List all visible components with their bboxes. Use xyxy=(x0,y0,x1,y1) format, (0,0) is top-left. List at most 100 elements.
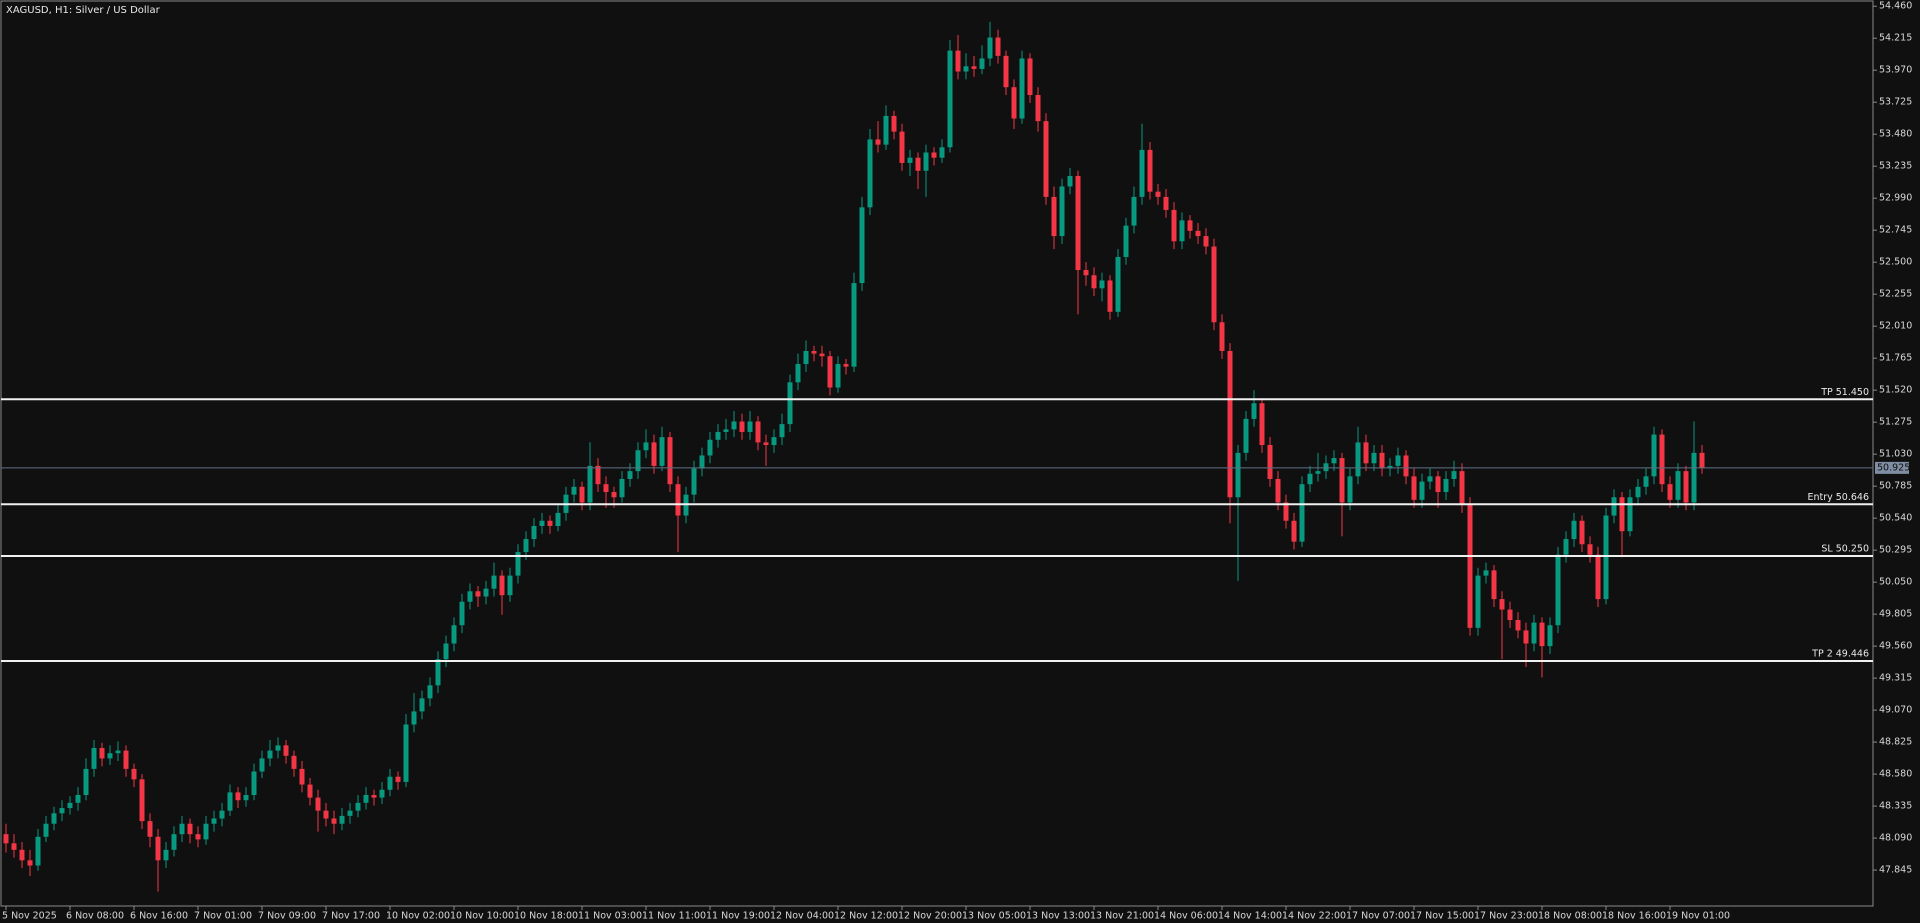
candle-body xyxy=(1027,58,1033,96)
candle-body xyxy=(99,747,105,759)
y-tick-label: 54.215 xyxy=(1879,33,1912,44)
candle-body xyxy=(59,808,65,814)
x-tick-label: 10 Nov 02:00 xyxy=(386,911,450,922)
candle-body xyxy=(467,591,473,602)
candle-body xyxy=(171,834,177,850)
x-tick-label: 18 Nov 08:00 xyxy=(1538,911,1602,922)
x-tick-label: 5 Nov 2025 xyxy=(2,911,57,922)
y-tick-label: 48.580 xyxy=(1879,769,1912,780)
last-price-box xyxy=(1875,461,1909,474)
candle-body xyxy=(659,437,665,466)
x-tick-label: 6 Nov 08:00 xyxy=(66,911,124,922)
candle-body xyxy=(691,468,697,495)
candle-body xyxy=(115,750,121,754)
candle-body xyxy=(227,792,233,811)
candle-body xyxy=(867,139,873,208)
candle-body xyxy=(1387,465,1393,469)
x-tick-label: 7 Nov 01:00 xyxy=(194,911,252,922)
candle-body xyxy=(75,794,81,803)
candle-body xyxy=(1419,481,1425,500)
y-tick-label: 51.030 xyxy=(1879,449,1912,460)
candle-body xyxy=(667,437,673,485)
x-tick-label: 14 Nov 22:00 xyxy=(1282,911,1346,922)
candle-body xyxy=(1179,220,1185,242)
candle-body xyxy=(35,836,41,866)
candle-body xyxy=(323,810,329,819)
candle-body xyxy=(1331,458,1337,464)
candle-body xyxy=(1595,554,1601,600)
candle-body xyxy=(891,115,897,132)
candle-body xyxy=(675,484,681,516)
candle-body xyxy=(787,382,793,425)
candle-body xyxy=(827,356,833,388)
candle-body xyxy=(1531,622,1537,644)
chart-title: XAGUSD, H1: Silver / US Dollar xyxy=(6,5,161,16)
x-tick-label: 19 Nov 01:00 xyxy=(1666,911,1730,922)
candle-body xyxy=(51,813,57,824)
candle-body xyxy=(595,465,601,485)
candle-body xyxy=(907,157,913,163)
candle-body xyxy=(355,802,361,811)
y-tick-label: 53.235 xyxy=(1879,161,1912,172)
candle-body xyxy=(1611,497,1617,516)
x-tick-label: 12 Nov 12:00 xyxy=(834,911,898,922)
candle-body xyxy=(315,797,321,811)
candle-body xyxy=(331,818,337,824)
candle-body xyxy=(1211,246,1217,323)
candle-body xyxy=(1667,484,1673,500)
candle-body xyxy=(875,139,881,145)
candle-body xyxy=(1283,502,1289,521)
candle-body xyxy=(1163,196,1169,210)
candle-body xyxy=(771,437,777,446)
candle-body xyxy=(1203,236,1209,247)
candle-body xyxy=(1003,55,1009,88)
level-label: TP 51.450 xyxy=(1820,387,1869,398)
candle-body xyxy=(1171,209,1177,242)
candle-body xyxy=(1243,418,1249,453)
candle-body xyxy=(1483,570,1489,576)
candle-body xyxy=(1635,486,1641,498)
y-tick-label: 51.520 xyxy=(1879,385,1912,396)
candle-body xyxy=(1563,539,1569,555)
candle-body xyxy=(499,575,505,596)
candle-body xyxy=(43,823,49,837)
y-tick-label: 49.070 xyxy=(1879,705,1912,716)
candle-body xyxy=(1467,505,1473,628)
candle-body xyxy=(835,364,841,388)
candle-body xyxy=(1371,452,1377,464)
candle-body xyxy=(811,350,817,354)
y-tick-label: 50.050 xyxy=(1879,577,1912,588)
candle-body xyxy=(1083,270,1089,276)
candle-body xyxy=(363,794,369,803)
candle-body xyxy=(339,815,345,824)
candle-body xyxy=(635,450,641,472)
candle-body xyxy=(1355,442,1361,477)
candle-body xyxy=(411,711,417,725)
x-tick-label: 17 Nov 23:00 xyxy=(1474,911,1538,922)
candle-body xyxy=(1547,625,1553,647)
candle-body xyxy=(1099,280,1105,289)
candle-body xyxy=(1515,620,1521,631)
candle-body xyxy=(11,843,17,850)
candle-body xyxy=(235,792,241,801)
candle-body xyxy=(1035,95,1041,122)
y-tick-label: 52.010 xyxy=(1879,321,1912,332)
candle-body xyxy=(1267,445,1273,479)
candle-body xyxy=(179,823,185,835)
x-tick-label: 17 Nov 15:00 xyxy=(1410,911,1474,922)
y-tick-label: 51.765 xyxy=(1879,353,1912,364)
x-tick-label: 14 Nov 06:00 xyxy=(1154,911,1218,922)
y-tick-label: 54.460 xyxy=(1879,1,1912,12)
candle-body xyxy=(819,353,825,357)
candle-body xyxy=(1555,554,1561,626)
x-tick-label: 12 Nov 04:00 xyxy=(770,911,834,922)
y-tick-label: 49.805 xyxy=(1879,609,1912,620)
candle-body xyxy=(1443,478,1449,493)
x-tick-label: 7 Nov 17:00 xyxy=(322,911,380,922)
candle-body xyxy=(27,860,33,866)
candle-body xyxy=(1299,484,1305,542)
candle-body xyxy=(403,724,409,782)
candle-body xyxy=(1147,149,1153,192)
candle-body xyxy=(1539,622,1545,647)
